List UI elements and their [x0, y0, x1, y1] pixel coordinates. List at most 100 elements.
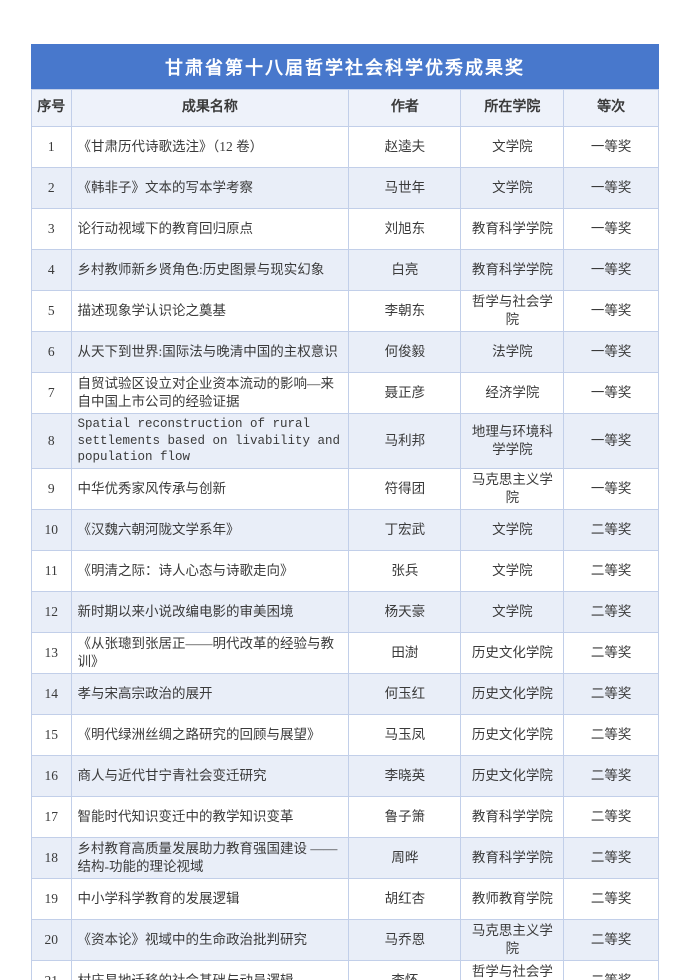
college-name: 教师教育学院 — [460, 877, 565, 920]
achievement-name: 《汉魏六朝河陇文学系年》 — [70, 508, 350, 551]
row-index: 13 — [31, 631, 72, 674]
author-name: 李晓英 — [348, 754, 462, 797]
author-name: 李怀 — [348, 959, 462, 980]
row-index: 9 — [31, 467, 72, 510]
award-level: 二等奖 — [563, 959, 659, 980]
achievement-name: 中华优秀家风传承与创新 — [70, 467, 350, 510]
table-row: 21 村庄易地迁移的社会基础与动员逻辑 李怀 哲学与社会学院 二等奖 — [31, 959, 659, 980]
award-level: 二等奖 — [563, 672, 659, 715]
row-index: 21 — [31, 959, 72, 980]
table-row: 8 Spatial reconstruction of rural settle… — [31, 413, 659, 469]
header-row: 序号 成果名称 作者 所在学院 等次 — [31, 89, 659, 127]
row-index: 15 — [31, 713, 72, 756]
award-level: 一等奖 — [563, 331, 659, 373]
achievement-name: 《从张璁到张居正——明代改革的经验与教训》 — [70, 631, 350, 674]
award-level: 一等奖 — [563, 467, 659, 510]
author-name: 李朝东 — [348, 290, 462, 332]
row-index: 18 — [31, 836, 72, 879]
achievement-name: 《明代绿洲丝绸之路研究的回顾与展望》 — [70, 713, 350, 756]
college-name: 马克思主义学院 — [460, 918, 565, 961]
col-header-college: 所在学院 — [460, 89, 565, 127]
award-level: 二等奖 — [563, 631, 659, 674]
college-name: 历史文化学院 — [460, 754, 565, 797]
achievement-name: Spatial reconstruction of rural settleme… — [70, 413, 350, 469]
award-level: 二等奖 — [563, 713, 659, 756]
table-row: 10 《汉魏六朝河陇文学系年》 丁宏武 文学院 二等奖 — [31, 508, 659, 551]
achievement-name: 中小学科学教育的发展逻辑 — [70, 877, 350, 920]
row-index: 10 — [31, 508, 72, 551]
college-name: 地理与环境科学学院 — [460, 413, 565, 469]
table-row: 13 《从张璁到张居正——明代改革的经验与教训》 田澍 历史文化学院 二等奖 — [31, 631, 659, 674]
table-row: 4 乡村教师新乡贤角色:历史图景与现实幻象 白亮 教育科学学院 一等奖 — [31, 249, 659, 291]
author-name: 白亮 — [348, 249, 462, 291]
college-name: 文学院 — [460, 167, 565, 209]
row-index: 5 — [31, 290, 72, 332]
author-name: 赵逵夫 — [348, 126, 462, 168]
award-level: 二等奖 — [563, 918, 659, 961]
row-index: 16 — [31, 754, 72, 797]
col-header-index: 序号 — [31, 89, 72, 127]
college-name: 哲学与社会学院 — [460, 290, 565, 332]
achievement-name: 从天下到世界:国际法与晚清中国的主权意识 — [70, 331, 350, 373]
row-index: 1 — [31, 126, 72, 168]
table-row: 2 《韩非子》文本的写本学考察 马世年 文学院 一等奖 — [31, 167, 659, 209]
award-level: 一等奖 — [563, 126, 659, 168]
table-row: 9 中华优秀家风传承与创新 符得团 马克思主义学院 一等奖 — [31, 467, 659, 510]
table-row: 20 《资本论》视域中的生命政治批判研究 马乔恩 马克思主义学院 二等奖 — [31, 918, 659, 961]
row-index: 8 — [31, 413, 72, 469]
achievement-name: 智能时代知识变迁中的教学知识变革 — [70, 795, 350, 838]
row-index: 4 — [31, 249, 72, 291]
col-header-author: 作者 — [348, 89, 462, 127]
award-level: 一等奖 — [563, 290, 659, 332]
author-name: 何玉红 — [348, 672, 462, 715]
row-index: 7 — [31, 372, 72, 414]
award-level: 二等奖 — [563, 590, 659, 633]
achievement-name: 论行动视域下的教育回归原点 — [70, 208, 350, 250]
award-level: 一等奖 — [563, 372, 659, 414]
table-row: 12 新时期以来小说改编电影的审美困境 杨天豪 文学院 二等奖 — [31, 590, 659, 633]
table-row: 6 从天下到世界:国际法与晚清中国的主权意识 何俊毅 法学院 一等奖 — [31, 331, 659, 373]
college-name: 马克思主义学院 — [460, 467, 565, 510]
award-level: 二等奖 — [563, 508, 659, 551]
author-name: 马乔恩 — [348, 918, 462, 961]
author-name: 马玉凤 — [348, 713, 462, 756]
achievement-name: 《韩非子》文本的写本学考察 — [70, 167, 350, 209]
col-header-award: 等次 — [563, 89, 659, 127]
table-title: 甘肃省第十八届哲学社会科学优秀成果奖 — [31, 44, 659, 89]
achievement-name: 《明清之际：诗人心态与诗歌走向》 — [70, 549, 350, 592]
table-row: 18 乡村教育高质量发展助力教育强国建设 ——结构-功能的理论视域 周晔 教育科… — [31, 836, 659, 879]
college-name: 历史文化学院 — [460, 631, 565, 674]
college-name: 历史文化学院 — [460, 672, 565, 715]
author-name: 何俊毅 — [348, 331, 462, 373]
row-index: 19 — [31, 877, 72, 920]
award-level: 二等奖 — [563, 754, 659, 797]
award-level: 一等奖 — [563, 249, 659, 291]
college-name: 教育科学学院 — [460, 249, 565, 291]
row-index: 6 — [31, 331, 72, 373]
college-name: 教育科学学院 — [460, 836, 565, 879]
row-index: 2 — [31, 167, 72, 209]
college-name: 历史文化学院 — [460, 713, 565, 756]
author-name: 马利邦 — [348, 413, 462, 469]
college-name: 文学院 — [460, 549, 565, 592]
college-name: 文学院 — [460, 126, 565, 168]
author-name: 鲁子箫 — [348, 795, 462, 838]
achievement-name: 描述现象学认识论之奠基 — [70, 290, 350, 332]
table-row: 1 《甘肃历代诗歌选注》（12 卷） 赵逵夫 文学院 一等奖 — [31, 126, 659, 168]
author-name: 聂正彦 — [348, 372, 462, 414]
award-level: 二等奖 — [563, 836, 659, 879]
achievement-name: 孝与宋高宗政治的展开 — [70, 672, 350, 715]
author-name: 马世年 — [348, 167, 462, 209]
college-name: 哲学与社会学院 — [460, 959, 565, 980]
table-row: 14 孝与宋高宗政治的展开 何玉红 历史文化学院 二等奖 — [31, 672, 659, 715]
row-index: 14 — [31, 672, 72, 715]
col-header-name: 成果名称 — [70, 89, 350, 127]
achievement-name: 乡村教育高质量发展助力教育强国建设 ——结构-功能的理论视域 — [70, 836, 350, 879]
college-name: 文学院 — [460, 590, 565, 633]
college-name: 文学院 — [460, 508, 565, 551]
row-index: 20 — [31, 918, 72, 961]
achievement-name: 《甘肃历代诗歌选注》（12 卷） — [70, 126, 350, 168]
achievement-name: 村庄易地迁移的社会基础与动员逻辑 — [70, 959, 350, 980]
college-name: 教育科学学院 — [460, 208, 565, 250]
